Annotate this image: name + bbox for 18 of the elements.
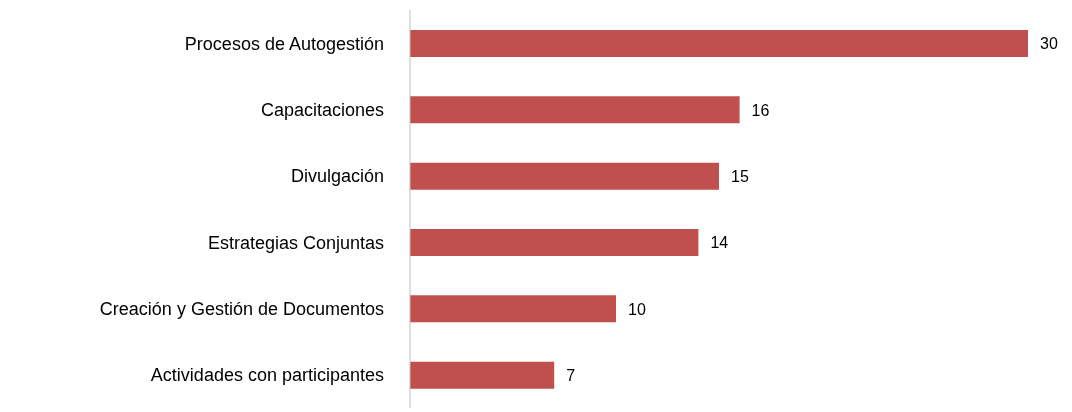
bar — [410, 162, 719, 190]
y-tick-label: Capacitaciones — [260, 99, 384, 120]
y-tick-label: Actividades con participantes — [150, 365, 384, 386]
data-label: 16 — [751, 101, 770, 119]
bar — [410, 295, 616, 323]
data-label: 15 — [731, 167, 749, 185]
bar — [410, 30, 1028, 57]
y-tick-label: Creación y Gestión de Documentos — [99, 298, 384, 319]
y-tick-label: Estrategias Conjuntas — [207, 232, 384, 253]
data-label: 10 — [628, 300, 646, 318]
bar — [410, 229, 699, 256]
y-tick-label: Divulgación — [290, 166, 384, 187]
y-tick-label: Procesos de Autogestión — [184, 33, 384, 54]
data-label: 14 — [710, 234, 729, 252]
data-label: 30 — [1040, 35, 1058, 53]
bar — [410, 361, 555, 389]
bar — [410, 96, 740, 124]
data-label: 7 — [566, 366, 576, 384]
